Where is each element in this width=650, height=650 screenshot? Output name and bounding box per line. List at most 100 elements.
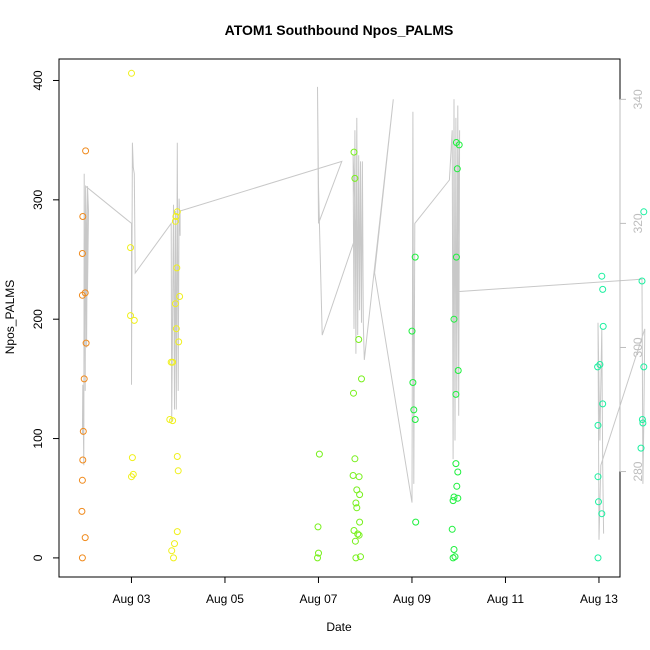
data-point xyxy=(355,336,363,343)
data-point xyxy=(599,322,607,330)
data-point xyxy=(175,338,183,346)
data-point xyxy=(599,285,607,293)
data-point xyxy=(352,499,360,507)
data-point xyxy=(169,358,177,366)
y-axis-label: Npos_PALMS xyxy=(3,280,17,354)
data-point xyxy=(596,361,604,368)
data-point xyxy=(451,553,459,561)
chart-title: ATOM1 Southbound Npos_PALMS xyxy=(225,22,454,38)
data-point xyxy=(594,554,602,562)
data-point xyxy=(79,456,87,464)
data-point xyxy=(79,213,87,220)
data-point xyxy=(127,244,134,252)
data-point xyxy=(176,293,184,300)
data-point xyxy=(594,421,602,429)
data-point xyxy=(353,504,361,512)
points-layer xyxy=(78,69,648,562)
y-tick-label: 400 xyxy=(31,70,45,90)
data-point xyxy=(410,406,418,414)
data-point xyxy=(173,264,181,272)
data-point xyxy=(315,549,322,557)
plot-frame xyxy=(58,58,621,578)
secondary-series-line xyxy=(81,86,646,540)
data-point xyxy=(128,69,135,77)
data-point xyxy=(129,470,137,478)
data-point xyxy=(355,473,363,481)
data-point xyxy=(408,327,416,335)
data-point xyxy=(638,277,646,285)
data-point xyxy=(639,419,647,427)
data-point xyxy=(598,272,606,280)
data-point xyxy=(128,473,135,481)
data-point xyxy=(354,530,362,538)
data-point xyxy=(594,363,602,371)
data-point xyxy=(452,460,460,468)
data-point xyxy=(172,325,180,333)
data-point xyxy=(350,389,357,397)
data-point xyxy=(599,400,607,408)
data-point xyxy=(173,528,181,536)
data-point xyxy=(411,416,419,423)
data-point xyxy=(315,450,323,458)
data-point xyxy=(173,453,181,460)
data-point xyxy=(171,300,179,308)
data-point xyxy=(350,148,358,156)
data-point xyxy=(79,427,87,435)
data-point xyxy=(638,416,646,423)
data-point xyxy=(411,253,419,261)
data-point xyxy=(454,494,462,502)
data-point xyxy=(454,468,462,476)
data-point xyxy=(358,375,365,383)
right-tick-label: 320 xyxy=(631,213,645,233)
x-tick-label: Aug 07 xyxy=(299,592,337,606)
right-tick-label: 340 xyxy=(631,89,645,109)
y-tick-label: 200 xyxy=(31,309,45,329)
data-point xyxy=(351,455,359,463)
data-point xyxy=(170,554,177,562)
data-point xyxy=(78,507,86,515)
data-point xyxy=(352,554,360,562)
data-point xyxy=(355,531,363,539)
data-point xyxy=(78,554,86,562)
data-point xyxy=(314,554,321,562)
data-point xyxy=(81,534,89,542)
data-point xyxy=(452,390,460,398)
data-point xyxy=(82,147,90,155)
data-point xyxy=(351,174,359,182)
x-tick-label: Aug 11 xyxy=(487,592,524,606)
data-point xyxy=(78,476,86,484)
x-tick-label: Aug 13 xyxy=(580,592,618,606)
data-point xyxy=(450,315,458,323)
data-point xyxy=(640,363,648,371)
data-point xyxy=(168,547,176,555)
data-point xyxy=(450,493,458,501)
data-point xyxy=(409,379,417,386)
data-point xyxy=(127,312,134,320)
right-tick-label: 280 xyxy=(631,461,645,481)
data-point xyxy=(357,553,364,561)
data-point xyxy=(455,141,463,149)
data-point xyxy=(448,525,456,533)
data-point xyxy=(453,165,461,173)
data-point xyxy=(452,253,460,261)
data-point xyxy=(169,417,177,425)
data-point xyxy=(171,217,179,225)
y-tick-label: 300 xyxy=(31,190,45,210)
data-point xyxy=(412,518,420,526)
data-point xyxy=(128,454,136,462)
data-point xyxy=(172,213,180,220)
data-point xyxy=(130,316,138,324)
data-point xyxy=(82,339,90,347)
data-point xyxy=(595,498,602,506)
data-point xyxy=(80,375,88,383)
data-point xyxy=(453,482,461,490)
y-tick-label: 100 xyxy=(31,428,45,448)
data-point xyxy=(637,444,645,452)
data-point xyxy=(640,208,648,216)
data-point xyxy=(174,467,182,475)
data-point xyxy=(349,472,357,479)
data-point xyxy=(351,537,359,545)
x-tick-label: Aug 03 xyxy=(112,592,150,606)
data-point xyxy=(454,367,462,374)
data-point xyxy=(78,291,86,299)
